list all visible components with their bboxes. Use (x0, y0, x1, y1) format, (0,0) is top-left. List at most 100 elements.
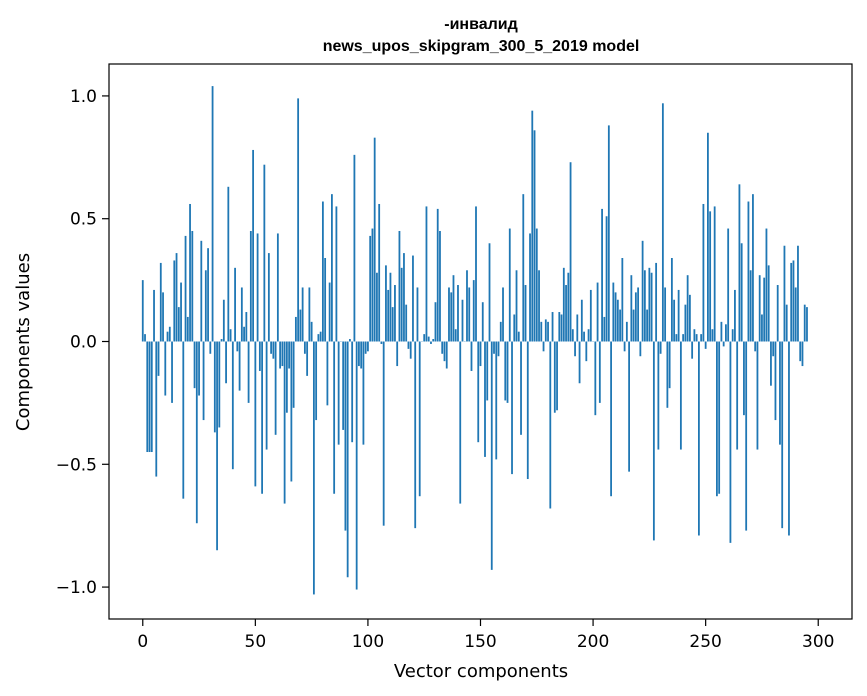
bar-188 (565, 285, 567, 342)
bar-42 (236, 341, 239, 352)
bar-152 (484, 341, 486, 457)
bar-105 (378, 203, 381, 342)
bar-111 (391, 307, 394, 342)
bar-135 (445, 341, 448, 369)
bar-56 (267, 253, 270, 342)
bar-127 (427, 336, 430, 342)
bar-253 (711, 329, 714, 342)
bar-288 (790, 262, 793, 342)
bar-190 (569, 162, 572, 342)
bar-293 (801, 341, 804, 367)
bar-234 (668, 341, 671, 389)
bar-223 (643, 270, 646, 342)
bar-75 (310, 321, 313, 342)
bar-270 (749, 270, 752, 342)
bar-107 (382, 341, 385, 526)
bar-59 (274, 341, 277, 435)
bar-220 (637, 287, 640, 342)
bar-161 (504, 341, 507, 401)
bar-133 (441, 341, 444, 354)
bar-65 (288, 341, 291, 369)
bar-216 (628, 341, 630, 472)
bar-292 (799, 341, 802, 362)
bar-160 (502, 287, 504, 342)
bar-52 (258, 341, 261, 371)
bar-198 (587, 329, 590, 342)
bar-269 (747, 201, 750, 342)
bar-256 (718, 341, 721, 494)
bar-146 (470, 341, 473, 371)
bar-36 (222, 299, 225, 342)
bar-44 (240, 287, 243, 342)
bar-210 (614, 292, 617, 342)
bar-197 (585, 341, 588, 362)
bar-282 (776, 285, 779, 342)
bar-151 (481, 302, 484, 342)
bar-129 (432, 339, 435, 342)
bar-141 (459, 341, 462, 504)
bar-99 (364, 341, 367, 354)
bar-9 (162, 292, 164, 342)
bar-63 (283, 341, 286, 504)
bar-254 (713, 206, 716, 342)
bar-162 (506, 341, 509, 403)
bar-242 (686, 275, 689, 342)
bar-171 (526, 341, 529, 480)
bar-18 (182, 341, 185, 499)
x-tick-label: 250 (689, 632, 721, 652)
bar-224 (646, 309, 649, 342)
bar-134 (443, 341, 446, 362)
bar-230 (659, 341, 662, 354)
bar-87 (337, 341, 340, 445)
bar-205 (603, 316, 606, 342)
bar-244 (691, 341, 694, 359)
bar-174 (533, 130, 536, 342)
bar-64 (285, 341, 288, 413)
bar-67 (292, 341, 295, 408)
bar-128 (430, 341, 432, 344)
y-tick-label: 0.5 (70, 210, 97, 230)
bar-139 (454, 329, 457, 342)
bar-82 (326, 341, 329, 406)
bar-287 (788, 341, 790, 536)
bar-31 (211, 86, 214, 342)
bar-172 (529, 233, 531, 342)
bar-125 (423, 334, 426, 342)
bar-14 (173, 260, 176, 342)
bar-168 (520, 341, 522, 435)
bar-86 (335, 206, 338, 342)
bar-175 (535, 228, 538, 342)
bar-20 (186, 316, 189, 342)
bar-233 (666, 341, 669, 408)
bar-278 (767, 265, 770, 342)
bar-7 (157, 341, 160, 376)
bar-156 (493, 341, 495, 354)
y-axis: −1.0 −0.5 0.0 0.5 1.0 (56, 87, 109, 598)
y-tick-label: −1.0 (56, 578, 97, 598)
bar-22 (191, 230, 194, 342)
bar-241 (684, 304, 687, 342)
bar-164 (511, 341, 513, 475)
bar-100 (367, 341, 369, 352)
bar-157 (495, 341, 498, 460)
bar-226 (650, 272, 653, 342)
bar-8 (159, 262, 162, 342)
x-tick-label: 50 (245, 632, 267, 652)
y-axis-label: Components values (13, 253, 34, 431)
bar-94 (353, 154, 356, 342)
x-tick-label: 100 (352, 632, 384, 652)
bar-121 (414, 341, 417, 529)
x-tick-label: 0 (137, 632, 148, 652)
bar-193 (576, 314, 579, 342)
bar-1 (144, 334, 146, 342)
bar-239 (679, 341, 682, 450)
bar-289 (792, 260, 795, 342)
bar-136 (448, 287, 450, 342)
bar-271 (752, 194, 754, 342)
bar-137 (450, 292, 453, 342)
bar-109 (387, 289, 390, 342)
bar-199 (589, 289, 592, 342)
bar-103 (373, 137, 376, 342)
bar-96 (358, 341, 360, 367)
